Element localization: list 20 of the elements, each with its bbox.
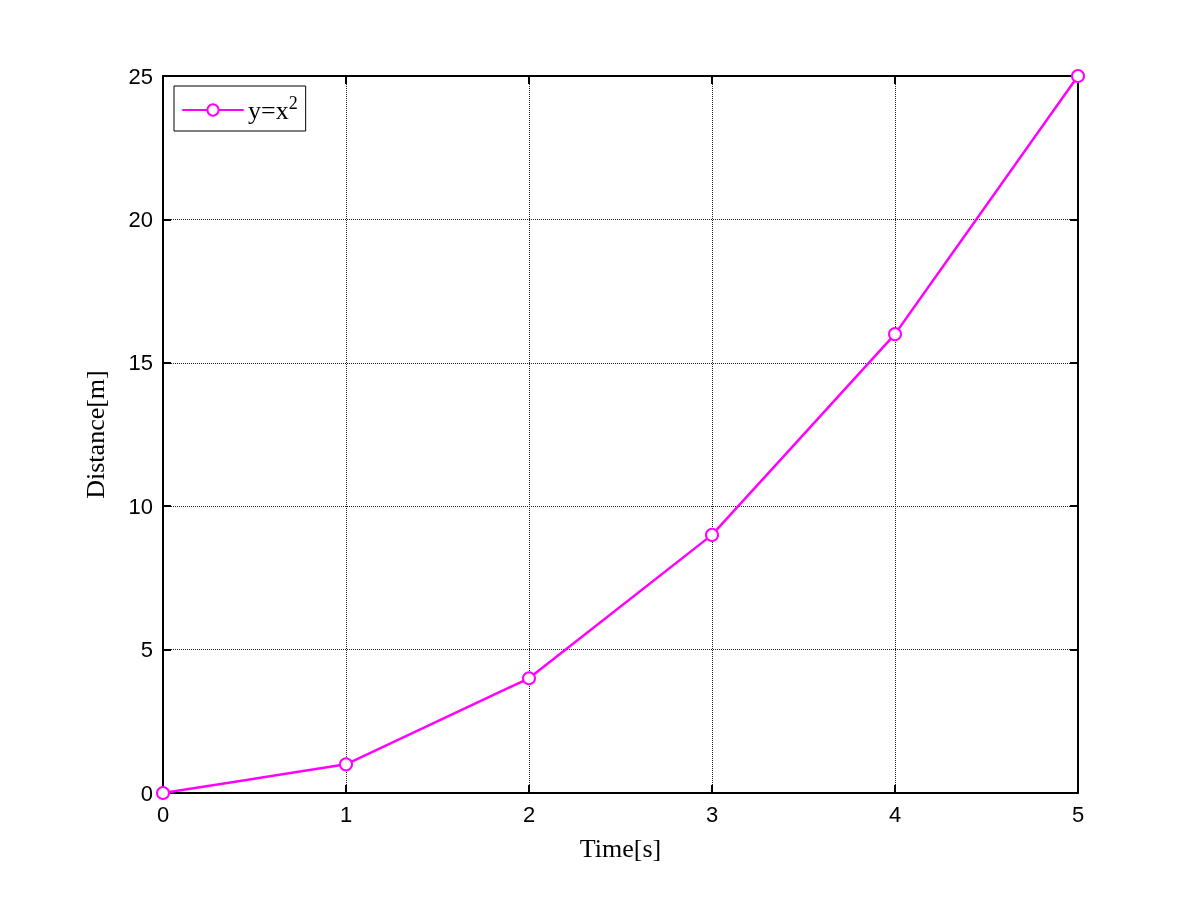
y-tick-label: 0 [140, 780, 153, 806]
point [522, 671, 536, 686]
y-axis-title: Distance[m] [80, 370, 110, 499]
y-tick-label: 15 [128, 350, 153, 376]
x-tick-label: 2 [522, 801, 536, 827]
x-tick-label: 0 [156, 801, 170, 827]
x-tick-label: 4 [888, 801, 902, 827]
y-tick-label: 10 [128, 493, 153, 519]
y-tick-label: 25 [128, 63, 153, 89]
point [888, 327, 902, 342]
y-tick-label: 5 [140, 637, 153, 663]
point [156, 786, 170, 800]
x-tick-label: 3 [705, 801, 719, 827]
x-tick-label: 1 [339, 801, 353, 827]
point [705, 527, 719, 542]
y-tick-label: 20 [128, 206, 153, 232]
point [1071, 69, 1085, 83]
point [339, 757, 353, 772]
x-tick-label: 5 [1071, 801, 1085, 827]
x-axis-title: Time[s] [579, 833, 662, 863]
